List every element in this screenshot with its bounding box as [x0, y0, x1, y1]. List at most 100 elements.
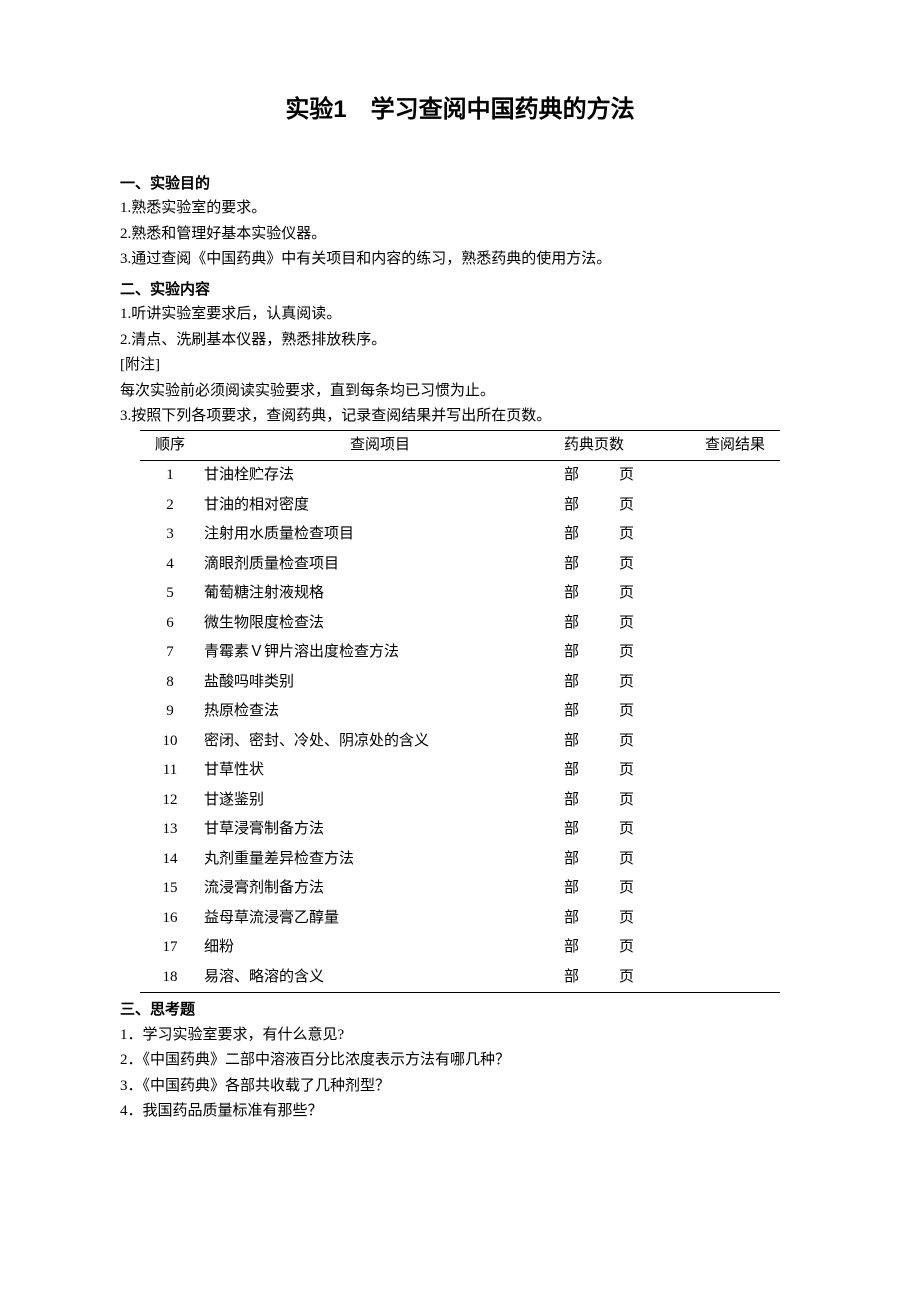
section-3-item-2: 2．《中国药典》二部中溶液百分比浓度表示方法有哪几种？ [120, 1048, 800, 1074]
table-row: 4滴眼剂质量检查项目部页 [140, 550, 780, 580]
table-cell-seq: 13 [140, 815, 200, 845]
pages-bu-label: 部 [564, 876, 619, 902]
table-cell-seq: 4 [140, 550, 200, 580]
table-cell-result [690, 520, 780, 550]
table-cell-result [690, 579, 780, 609]
section-3-heading: 三、思考题 [120, 997, 800, 1023]
table-cell-item: 青霉素Ｖ钾片溶出度检查方法 [200, 638, 560, 668]
section-2-heading: 二、实验内容 [120, 277, 800, 303]
table-row: 5葡萄糖注射液规格部页 [140, 579, 780, 609]
pages-bu-label: 部 [564, 522, 619, 548]
table-cell-seq: 17 [140, 933, 200, 963]
table-cell-pages: 部页 [560, 756, 690, 786]
pages-ye-label: 页 [619, 969, 634, 985]
section-1-heading: 一、实验目的 [120, 171, 800, 197]
table-cell-seq: 7 [140, 638, 200, 668]
table-cell-seq: 9 [140, 697, 200, 727]
table-cell-result [690, 461, 780, 491]
table-row: 9热原检查法部页 [140, 697, 780, 727]
table-cell-item: 甘草浸膏制备方法 [200, 815, 560, 845]
table-cell-seq: 5 [140, 579, 200, 609]
table-cell-seq: 16 [140, 904, 200, 934]
table-cell-result [690, 815, 780, 845]
table-cell-pages: 部页 [560, 579, 690, 609]
section-1-item-2: 2.熟悉和管理好基本实验仪器。 [120, 222, 800, 248]
section-3-item-4: 4．我国药品质量标准有那些？ [120, 1099, 800, 1125]
table-cell-pages: 部页 [560, 963, 690, 993]
table-cell-seq: 8 [140, 668, 200, 698]
pages-ye-label: 页 [619, 880, 634, 896]
table-cell-item: 滴眼剂质量检查项目 [200, 550, 560, 580]
pages-ye-label: 页 [619, 467, 634, 483]
table-row: 11甘草性状部页 [140, 756, 780, 786]
section-2-item-1: 1.听讲实验室要求后，认真阅读。 [120, 302, 800, 328]
table-cell-result [690, 845, 780, 875]
table-row: 16益母草流浸膏乙醇量部页 [140, 904, 780, 934]
table-cell-result [690, 933, 780, 963]
lookup-table-wrapper: 顺序 查阅项目 药典页数 查阅结果 1甘油栓贮存法部页2甘油的相对密度部页3注射… [120, 430, 800, 994]
pages-bu-label: 部 [564, 552, 619, 578]
table-cell-pages: 部页 [560, 609, 690, 639]
table-cell-item: 甘油栓贮存法 [200, 461, 560, 491]
pages-bu-label: 部 [564, 699, 619, 725]
table-row: 3注射用水质量检查项目部页 [140, 520, 780, 550]
pages-ye-label: 页 [619, 556, 634, 572]
table-cell-pages: 部页 [560, 815, 690, 845]
table-cell-item: 细粉 [200, 933, 560, 963]
table-cell-item: 易溶、略溶的含义 [200, 963, 560, 993]
table-cell-pages: 部页 [560, 461, 690, 491]
table-row: 14丸剂重量差异检查方法部页 [140, 845, 780, 875]
table-cell-item: 甘草性状 [200, 756, 560, 786]
table-cell-result [690, 550, 780, 580]
table-row: 7青霉素Ｖ钾片溶出度检查方法部页 [140, 638, 780, 668]
table-cell-seq: 6 [140, 609, 200, 639]
table-row: 15流浸膏剂制备方法部页 [140, 874, 780, 904]
table-cell-seq: 10 [140, 727, 200, 757]
table-cell-pages: 部页 [560, 668, 690, 698]
lookup-table: 顺序 查阅项目 药典页数 查阅结果 1甘油栓贮存法部页2甘油的相对密度部页3注射… [140, 430, 780, 994]
table-cell-result [690, 727, 780, 757]
table-cell-pages: 部页 [560, 491, 690, 521]
table-cell-seq: 18 [140, 963, 200, 993]
table-cell-pages: 部页 [560, 520, 690, 550]
table-cell-pages: 部页 [560, 727, 690, 757]
pages-ye-label: 页 [619, 762, 634, 778]
table-cell-seq: 1 [140, 461, 200, 491]
table-cell-result [690, 963, 780, 993]
pages-ye-label: 页 [619, 792, 634, 808]
table-cell-result [690, 638, 780, 668]
table-cell-result [690, 697, 780, 727]
pages-bu-label: 部 [564, 640, 619, 666]
pages-bu-label: 部 [564, 847, 619, 873]
pages-bu-label: 部 [564, 935, 619, 961]
table-row: 6微生物限度检查法部页 [140, 609, 780, 639]
pages-bu-label: 部 [564, 611, 619, 637]
pages-ye-label: 页 [619, 703, 634, 719]
pages-bu-label: 部 [564, 670, 619, 696]
pages-bu-label: 部 [564, 965, 619, 991]
pages-bu-label: 部 [564, 729, 619, 755]
table-cell-seq: 12 [140, 786, 200, 816]
table-cell-item: 流浸膏剂制备方法 [200, 874, 560, 904]
table-header-row: 顺序 查阅项目 药典页数 查阅结果 [140, 430, 780, 461]
table-cell-result [690, 491, 780, 521]
table-cell-pages: 部页 [560, 786, 690, 816]
table-cell-item: 热原检查法 [200, 697, 560, 727]
table-header-pages: 药典页数 [560, 430, 690, 461]
pages-ye-label: 页 [619, 585, 634, 601]
table-cell-item: 盐酸吗啡类别 [200, 668, 560, 698]
table-cell-item: 益母草流浸膏乙醇量 [200, 904, 560, 934]
table-row: 18易溶、略溶的含义部页 [140, 963, 780, 993]
table-cell-seq: 15 [140, 874, 200, 904]
table-cell-pages: 部页 [560, 904, 690, 934]
section-1-item-3: 3.通过查阅《中国药典》中有关项目和内容的练习，熟悉药典的使用方法。 [120, 247, 800, 273]
table-cell-pages: 部页 [560, 550, 690, 580]
section-3-item-1: 1．学习实验室要求，有什么意见? [120, 1023, 800, 1049]
table-row: 17细粉部页 [140, 933, 780, 963]
pages-ye-label: 页 [619, 644, 634, 660]
table-cell-item: 甘遂鉴别 [200, 786, 560, 816]
table-row: 10密闭、密封、冷处、阴凉处的含义部页 [140, 727, 780, 757]
table-cell-pages: 部页 [560, 874, 690, 904]
pages-ye-label: 页 [619, 497, 634, 513]
pages-bu-label: 部 [564, 788, 619, 814]
